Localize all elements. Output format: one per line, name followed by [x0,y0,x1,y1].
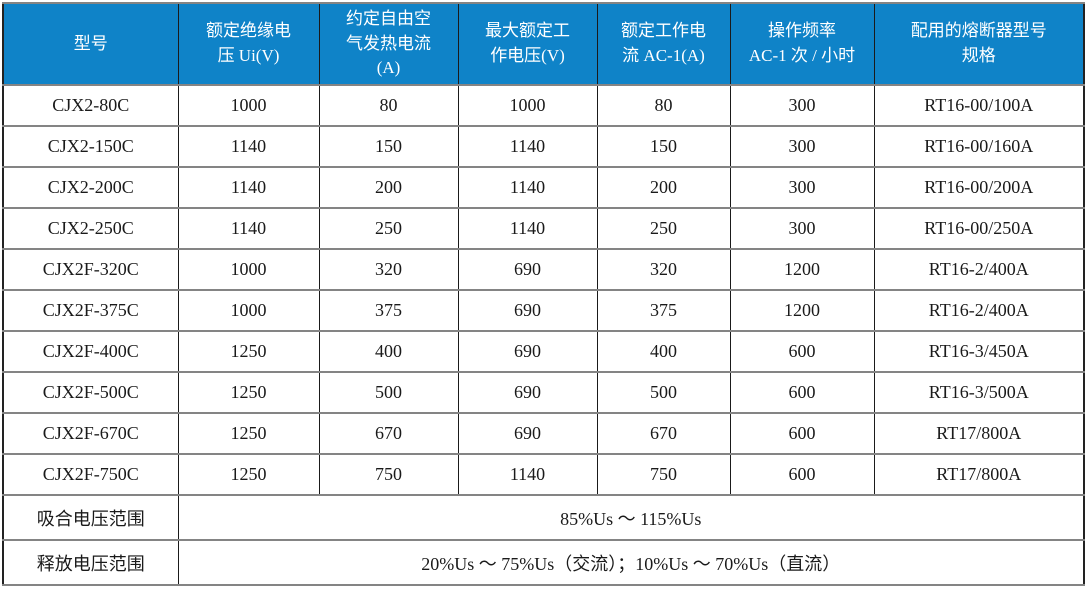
value-cell: 300 [729,125,875,168]
value-cell: 1140 [177,207,320,250]
value-cell: 1000 [457,84,598,127]
fuse-cell: RT16-00/200A [873,166,1085,209]
table-row: CJX2F-500C 1250 500 690 500 600 RT16-3/5… [2,371,1085,414]
value-cell: 600 [729,371,875,414]
table-row: CJX2-250C 1140 250 1140 250 300 RT16-00/… [2,207,1085,250]
value-cell: 250 [596,207,731,250]
fuse-cell: RT17/800A [873,453,1085,496]
value-cell: 200 [596,166,731,209]
column-header-operation-frequency: 操作频率 AC-1 次 / 小时 [729,2,875,86]
value-cell: 690 [457,248,598,291]
value-cell: 500 [318,371,459,414]
value-cell: 690 [457,330,598,373]
value-cell: 600 [729,453,875,496]
value-cell: 375 [596,289,731,332]
value-cell: 150 [318,125,459,168]
fuse-cell: RT16-00/160A [873,125,1085,168]
release-voltage-value: 20%Us ～ 75%Us（交流）；10%Us ～ 70%Us（直流） [177,539,1085,586]
value-cell: 1140 [457,207,598,250]
value-cell: 750 [318,453,459,496]
table-header: 型号 额定绝缘电 压 Ui(V) 约定自由空 气发热电流 (A) 最大额定工 作… [2,2,1085,86]
model-cell: CJX2F-320C [2,248,179,291]
value-cell: 1140 [177,166,320,209]
fuse-cell: RT16-3/450A [873,330,1085,373]
column-header-insulation-voltage: 额定绝缘电 压 Ui(V) [177,2,320,86]
value-cell: 690 [457,289,598,332]
value-cell: 300 [729,166,875,209]
model-cell: CJX2F-375C [2,289,179,332]
value-cell: 670 [596,412,731,455]
model-cell: CJX2F-670C [2,412,179,455]
fuse-cell: RT17/800A [873,412,1085,455]
table-row: CJX2F-400C 1250 400 690 400 600 RT16-3/4… [2,330,1085,373]
table-body: CJX2-80C 1000 80 1000 80 300 RT16-00/100… [2,84,1085,586]
value-cell: 1250 [177,453,320,496]
value-cell: 690 [457,412,598,455]
value-cell: 300 [729,207,875,250]
value-cell: 1250 [177,330,320,373]
contactor-spec-table: 型号 额定绝缘电 压 Ui(V) 约定自由空 气发热电流 (A) 最大额定工 作… [2,2,1085,586]
release-voltage-row: 释放电压范围 20%Us ～ 75%Us（交流）；10%Us ～ 70%Us（直… [2,539,1085,586]
model-cell: CJX2F-500C [2,371,179,414]
table-row: CJX2-80C 1000 80 1000 80 300 RT16-00/100… [2,84,1085,127]
value-cell: 375 [318,289,459,332]
fuse-cell: RT16-00/250A [873,207,1085,250]
model-cell: CJX2-250C [2,207,179,250]
value-cell: 500 [596,371,731,414]
value-cell: 1250 [177,371,320,414]
fuse-cell: RT16-2/400A [873,248,1085,291]
value-cell: 1140 [457,453,598,496]
value-cell: 400 [318,330,459,373]
column-header-fuse-spec: 配用的熔断器型号 规格 [873,2,1085,86]
column-header-rated-current: 额定工作电 流 AC-1(A) [596,2,731,86]
value-cell: 80 [596,84,731,127]
table-row: CJX2F-750C 1250 750 1140 750 600 RT17/80… [2,453,1085,496]
value-cell: 400 [596,330,731,373]
value-cell: 750 [596,453,731,496]
pickup-voltage-label: 吸合电压范围 [2,494,179,541]
value-cell: 1200 [729,289,875,332]
table-row: CJX2-150C 1140 150 1140 150 300 RT16-00/… [2,125,1085,168]
table-row: CJX2F-670C 1250 670 690 670 600 RT17/800… [2,412,1085,455]
header-row: 型号 额定绝缘电 压 Ui(V) 约定自由空 气发热电流 (A) 最大额定工 作… [2,2,1085,86]
value-cell: 320 [318,248,459,291]
table-row: CJX2-200C 1140 200 1140 200 300 RT16-00/… [2,166,1085,209]
column-header-max-working-voltage: 最大额定工 作电压(V) [457,2,598,86]
value-cell: 150 [596,125,731,168]
value-cell: 80 [318,84,459,127]
column-header-thermal-current: 约定自由空 气发热电流 (A) [318,2,459,86]
value-cell: 300 [729,84,875,127]
value-cell: 690 [457,371,598,414]
release-voltage-label: 释放电压范围 [2,539,179,586]
column-header-model: 型号 [2,2,179,86]
fuse-cell: RT16-2/400A [873,289,1085,332]
pickup-voltage-value: 85%Us ～ 115%Us [177,494,1085,541]
value-cell: 1140 [457,125,598,168]
fuse-cell: RT16-00/100A [873,84,1085,127]
value-cell: 1250 [177,412,320,455]
value-cell: 1000 [177,289,320,332]
value-cell: 1140 [177,125,320,168]
value-cell: 250 [318,207,459,250]
value-cell: 1000 [177,248,320,291]
value-cell: 670 [318,412,459,455]
model-cell: CJX2-80C [2,84,179,127]
value-cell: 320 [596,248,731,291]
value-cell: 600 [729,412,875,455]
pickup-voltage-row: 吸合电压范围 85%Us ～ 115%Us [2,494,1085,541]
table-row: CJX2F-375C 1000 375 690 375 1200 RT16-2/… [2,289,1085,332]
fuse-cell: RT16-3/500A [873,371,1085,414]
model-cell: CJX2F-400C [2,330,179,373]
model-cell: CJX2-200C [2,166,179,209]
value-cell: 1140 [457,166,598,209]
value-cell: 1200 [729,248,875,291]
model-cell: CJX2F-750C [2,453,179,496]
value-cell: 200 [318,166,459,209]
model-cell: CJX2-150C [2,125,179,168]
value-cell: 600 [729,330,875,373]
value-cell: 1000 [177,84,320,127]
table-row: CJX2F-320C 1000 320 690 320 1200 RT16-2/… [2,248,1085,291]
